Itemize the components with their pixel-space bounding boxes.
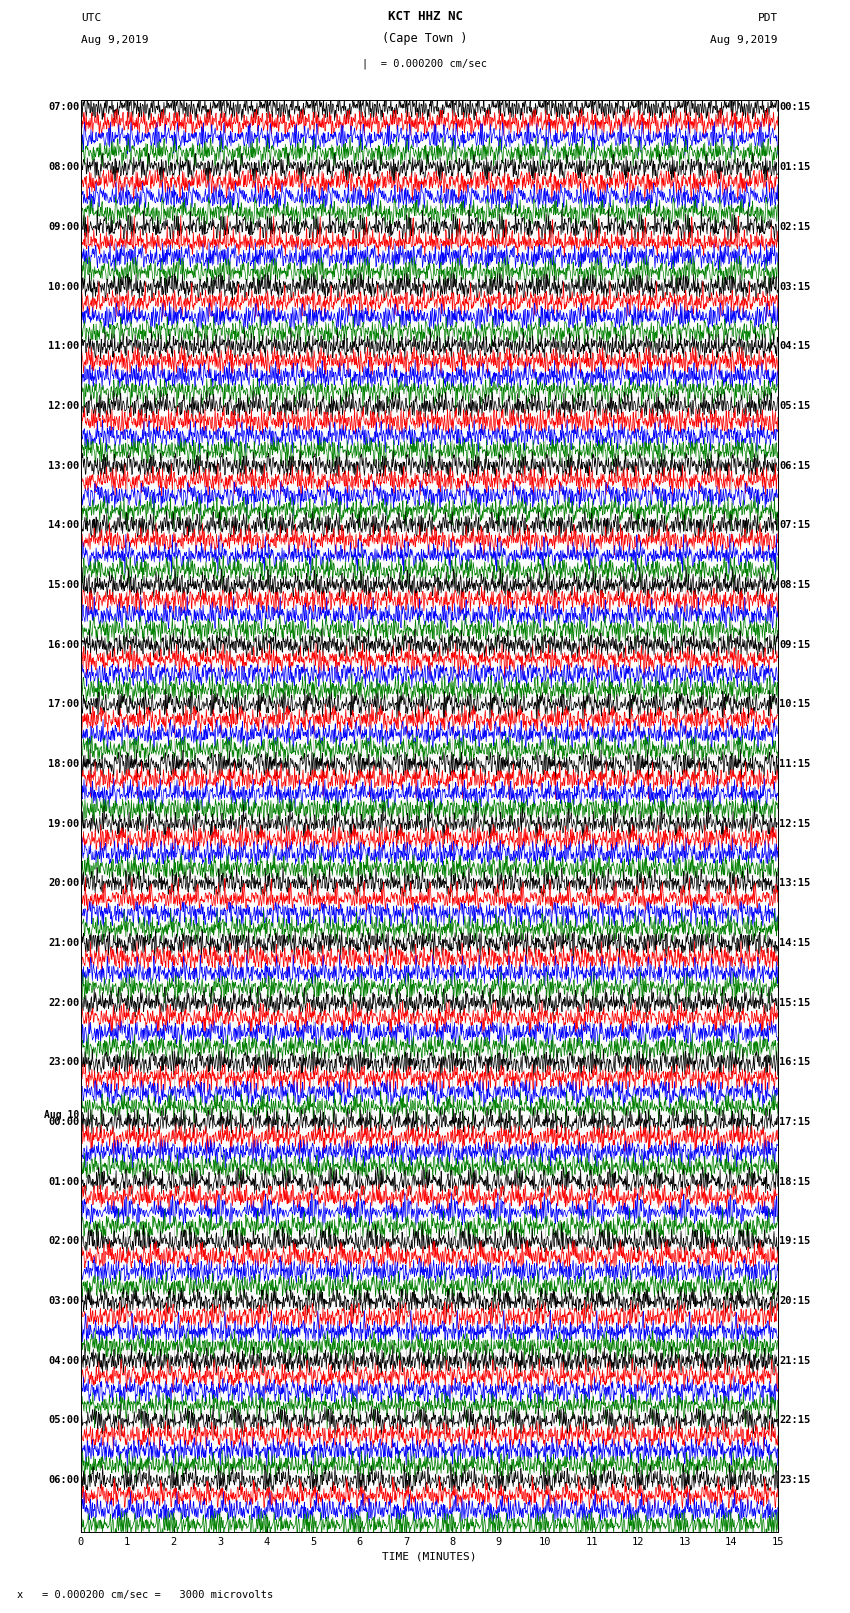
Text: 12:00: 12:00 bbox=[48, 402, 79, 411]
Text: 11:15: 11:15 bbox=[779, 760, 810, 769]
Text: 07:15: 07:15 bbox=[779, 521, 810, 531]
Text: 02:15: 02:15 bbox=[779, 223, 810, 232]
Text: 01:15: 01:15 bbox=[779, 163, 810, 173]
Text: 16:15: 16:15 bbox=[779, 1058, 810, 1068]
Text: 05:15: 05:15 bbox=[779, 402, 810, 411]
Text: 10:15: 10:15 bbox=[779, 700, 810, 710]
Text: 01:00: 01:00 bbox=[48, 1177, 79, 1187]
Text: 20:00: 20:00 bbox=[48, 879, 79, 889]
Text: 00:15: 00:15 bbox=[779, 103, 810, 113]
Text: 23:00: 23:00 bbox=[48, 1058, 79, 1068]
Text: 17:15: 17:15 bbox=[779, 1118, 810, 1127]
Text: 03:00: 03:00 bbox=[48, 1297, 79, 1307]
Text: 13:15: 13:15 bbox=[779, 879, 810, 889]
Text: Aug 9,2019: Aug 9,2019 bbox=[711, 35, 778, 45]
Text: 12:15: 12:15 bbox=[779, 819, 810, 829]
Text: 06:15: 06:15 bbox=[779, 461, 810, 471]
Text: 14:00: 14:00 bbox=[48, 521, 79, 531]
Text: 21:15: 21:15 bbox=[779, 1357, 810, 1366]
Text: UTC: UTC bbox=[81, 13, 101, 23]
Text: 21:00: 21:00 bbox=[48, 939, 79, 948]
Text: 04:15: 04:15 bbox=[779, 342, 810, 352]
Text: 17:00: 17:00 bbox=[48, 700, 79, 710]
Text: 18:00: 18:00 bbox=[48, 760, 79, 769]
Text: 08:15: 08:15 bbox=[779, 581, 810, 590]
Text: 15:00: 15:00 bbox=[48, 581, 79, 590]
Text: 14:15: 14:15 bbox=[779, 939, 810, 948]
Text: KCT HHZ NC: KCT HHZ NC bbox=[388, 10, 462, 23]
Text: 02:00: 02:00 bbox=[48, 1237, 79, 1247]
Text: 06:00: 06:00 bbox=[48, 1476, 79, 1486]
Text: 10:00: 10:00 bbox=[48, 282, 79, 292]
Text: 20:15: 20:15 bbox=[779, 1297, 810, 1307]
Text: 16:00: 16:00 bbox=[48, 640, 79, 650]
Text: 05:00: 05:00 bbox=[48, 1416, 79, 1426]
Text: Aug 10: Aug 10 bbox=[44, 1110, 79, 1119]
Text: PDT: PDT bbox=[757, 13, 778, 23]
Text: 15:15: 15:15 bbox=[779, 998, 810, 1008]
X-axis label: TIME (MINUTES): TIME (MINUTES) bbox=[382, 1552, 477, 1561]
Text: 07:00: 07:00 bbox=[48, 103, 79, 113]
Text: 00:00: 00:00 bbox=[48, 1118, 79, 1127]
Text: 08:00: 08:00 bbox=[48, 163, 79, 173]
Text: (Cape Town ): (Cape Town ) bbox=[382, 32, 468, 45]
Text: 22:15: 22:15 bbox=[779, 1416, 810, 1426]
Text: |  = 0.000200 cm/sec: | = 0.000200 cm/sec bbox=[362, 58, 488, 69]
Text: Aug 9,2019: Aug 9,2019 bbox=[81, 35, 148, 45]
Text: 11:00: 11:00 bbox=[48, 342, 79, 352]
Text: 23:15: 23:15 bbox=[779, 1476, 810, 1486]
Text: 18:15: 18:15 bbox=[779, 1177, 810, 1187]
Text: 19:00: 19:00 bbox=[48, 819, 79, 829]
Text: 03:15: 03:15 bbox=[779, 282, 810, 292]
Text: x   = 0.000200 cm/sec =   3000 microvolts: x = 0.000200 cm/sec = 3000 microvolts bbox=[17, 1590, 273, 1600]
Text: 22:00: 22:00 bbox=[48, 998, 79, 1008]
Text: 04:00: 04:00 bbox=[48, 1357, 79, 1366]
Text: 09:15: 09:15 bbox=[779, 640, 810, 650]
Text: 19:15: 19:15 bbox=[779, 1237, 810, 1247]
Text: 09:00: 09:00 bbox=[48, 223, 79, 232]
Text: 13:00: 13:00 bbox=[48, 461, 79, 471]
